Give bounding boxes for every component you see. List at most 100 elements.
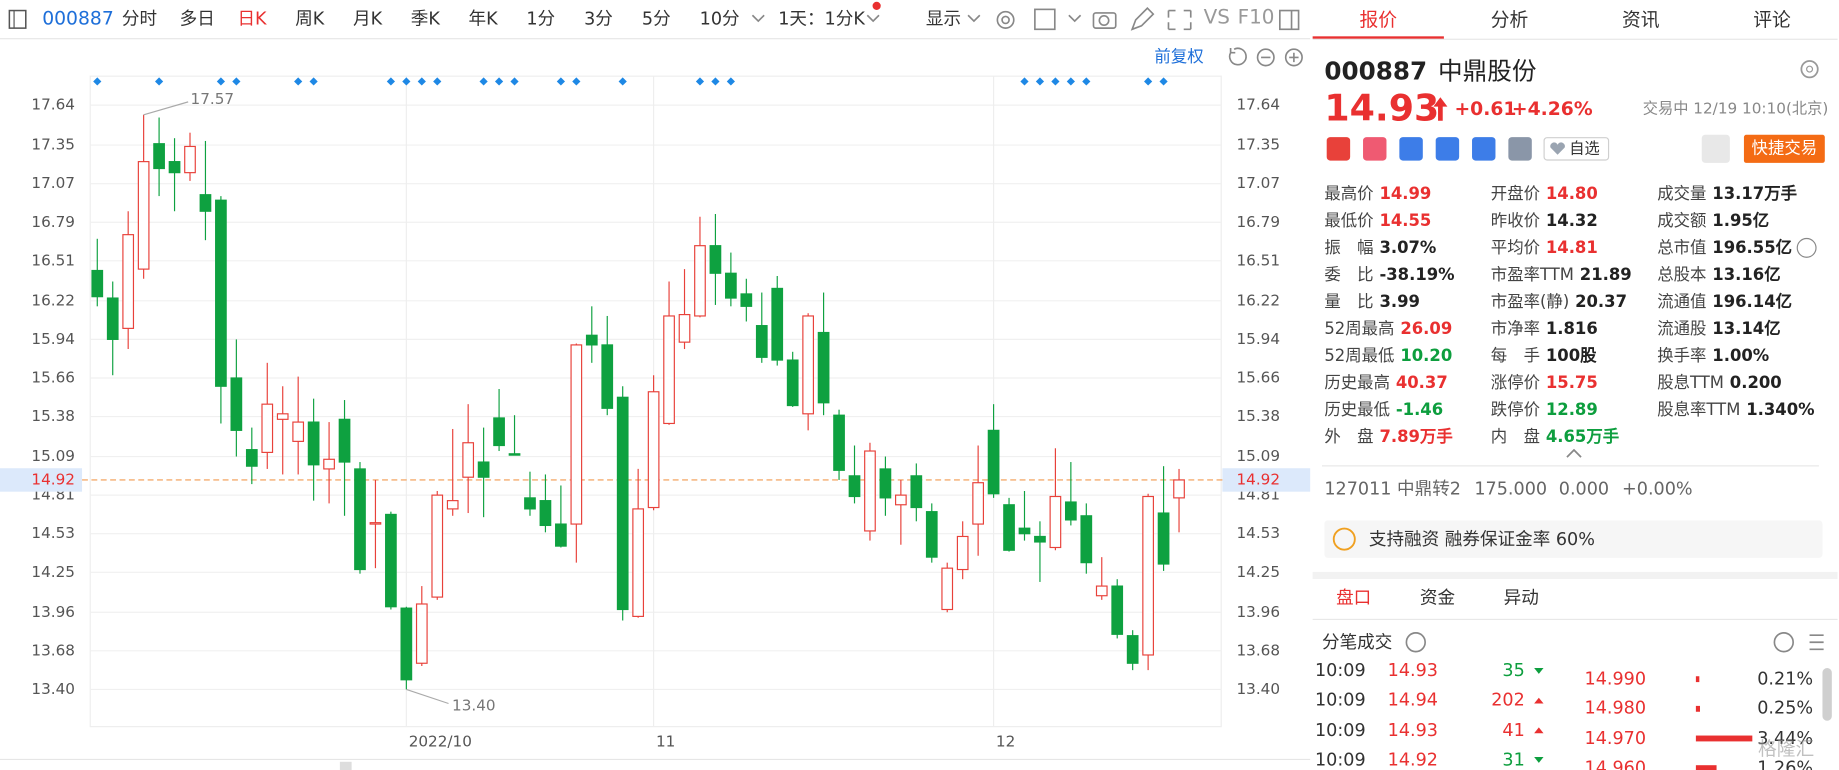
more-icon[interactable] — [1773, 632, 1794, 653]
more-button[interactable] — [1796, 237, 1817, 258]
quote-name: 中鼎股份 — [1438, 57, 1537, 86]
y-tick-label-right: 17.64 — [1236, 96, 1280, 114]
candle-body — [106, 297, 119, 340]
signal-marker — [433, 77, 442, 86]
icon-shuffle[interactable] — [1399, 137, 1423, 161]
scrollbar[interactable] — [1822, 668, 1832, 721]
y-tick-label: 13.96 — [31, 603, 75, 621]
candle-body — [956, 535, 969, 571]
period-tab[interactable]: 1分 — [526, 8, 556, 30]
bond-pct: +0.00% — [1622, 478, 1693, 500]
signal-marker — [572, 77, 581, 86]
stat-value: 100股 — [1545, 346, 1597, 366]
trade-button[interactable]: 快捷交易 — [1743, 134, 1825, 163]
stat-row: 流通值 196.14亿 — [1657, 292, 1792, 313]
list-icon[interactable] — [1809, 634, 1824, 651]
f10-button[interactable]: F10 — [1237, 5, 1275, 30]
panel-tab[interactable]: 资讯 — [1622, 8, 1660, 31]
panel-settings[interactable] — [1798, 57, 1821, 80]
signal-marker — [1144, 77, 1153, 86]
reset-icon[interactable] — [1228, 47, 1247, 66]
signal-marker — [93, 77, 102, 86]
stat-row: 开盘价 14.80 — [1491, 184, 1598, 205]
stat-value: 7.89万手 — [1379, 427, 1453, 447]
stat-value: 0.200 — [1729, 373, 1782, 393]
level-bar — [1695, 735, 1753, 742]
candle-body — [647, 391, 660, 509]
period-tab[interactable]: 周K — [295, 8, 325, 30]
panel-tab[interactable]: 评论 — [1753, 8, 1791, 31]
collapse-icon[interactable] — [1566, 448, 1582, 458]
panel-tab[interactable]: 分析 — [1490, 8, 1529, 31]
chevrons[interactable] — [751, 14, 1082, 23]
signal-marker — [1159, 77, 1168, 86]
candle-body — [694, 245, 706, 317]
camera-icon[interactable] — [1092, 12, 1117, 29]
zoom-in-icon[interactable] — [1284, 48, 1303, 67]
signal-marker — [309, 77, 318, 86]
pencil-icon[interactable] — [1130, 7, 1155, 31]
stat-value: 13.17万手 — [1712, 185, 1798, 204]
fullscreen-icon[interactable] — [1167, 9, 1192, 31]
bond-name[interactable]: 127011 中鼎转2 — [1324, 478, 1461, 500]
y-tick-label: 17.64 — [31, 96, 75, 114]
period-tab[interactable]: 多日 — [179, 8, 215, 30]
candle-body — [1080, 515, 1093, 564]
interval[interactable]: 1天：1分K — [778, 8, 865, 30]
stat-row: 委 比 -38.19% — [1324, 265, 1454, 286]
adjust-mode[interactable]: 前复权 — [1154, 48, 1204, 67]
icon-dollar[interactable] — [1435, 137, 1460, 161]
sidebar-icon[interactable] — [1279, 9, 1300, 31]
candle-body — [539, 500, 552, 527]
alert-button[interactable] — [1701, 134, 1730, 163]
menu-icon[interactable] — [8, 9, 27, 29]
trading-status: 交易中 12/19 10:10(北京) — [1642, 100, 1829, 119]
period-tab[interactable]: 年K — [468, 8, 498, 30]
sub-tab[interactable]: 异动 — [1503, 587, 1539, 609]
y-tick-label-right: 15.94 — [1236, 330, 1280, 348]
stat-value: 12.89 — [1545, 400, 1598, 420]
icon-flash[interactable] — [1363, 137, 1387, 161]
candle-body — [755, 325, 768, 358]
y-tick-label-right: 15.38 — [1236, 407, 1280, 425]
period-tab[interactable]: 季K — [410, 8, 440, 30]
period-tab[interactable]: 分时 — [121, 8, 158, 30]
y-tick-label: 13.68 — [31, 641, 75, 659]
stat-row: 股息TTM 0.200 — [1657, 373, 1782, 394]
zoom-out-icon[interactable] — [1256, 48, 1275, 67]
period-tab[interactable]: 日K — [237, 8, 267, 30]
panel-tab[interactable]: 报价 — [1312, 0, 1444, 39]
info-icon[interactable] — [1405, 632, 1426, 653]
stat-label: 流通值 — [1657, 293, 1707, 312]
candle-body — [864, 450, 876, 532]
candle-body — [1157, 512, 1170, 565]
icon-tag[interactable] — [1472, 137, 1496, 161]
layout-icon[interactable] — [1034, 8, 1056, 31]
sub-tab[interactable]: 盘口 — [1336, 587, 1372, 609]
period-tab[interactable]: 3分 — [584, 8, 613, 30]
scroll-handle[interactable] — [339, 761, 352, 770]
signal-marker — [726, 77, 735, 86]
gear — [1800, 60, 1819, 79]
signal-marker — [711, 77, 720, 86]
y-tick-label-right: 15.09 — [1236, 447, 1280, 465]
period-tab[interactable]: 10分 — [699, 8, 740, 30]
settings-icon[interactable] — [996, 10, 1015, 29]
icon-book[interactable] — [1508, 137, 1532, 161]
stat-row: 52周最低 10.20 — [1324, 346, 1452, 367]
stat-label: 市盈率(静) — [1490, 293, 1570, 312]
stat-value: 1.95亿 — [1712, 212, 1770, 231]
candle-body — [91, 269, 104, 298]
stat-label: 最高价 — [1324, 185, 1374, 204]
candle-body — [941, 567, 954, 611]
display-menu[interactable]: 显示 — [925, 8, 962, 30]
candle-body — [462, 442, 475, 478]
period-tab[interactable]: 月K — [352, 8, 383, 30]
period-tab[interactable]: 5分 — [641, 8, 671, 30]
watch-button[interactable]: 自选 — [1543, 137, 1610, 161]
sub-tab[interactable]: 资金 — [1419, 587, 1456, 609]
stat-value: 1.340% — [1746, 400, 1815, 420]
stat-value: 14.32 — [1545, 212, 1598, 231]
vs-button[interactable]: VS — [1203, 5, 1230, 30]
icon-cn[interactable] — [1326, 137, 1351, 161]
